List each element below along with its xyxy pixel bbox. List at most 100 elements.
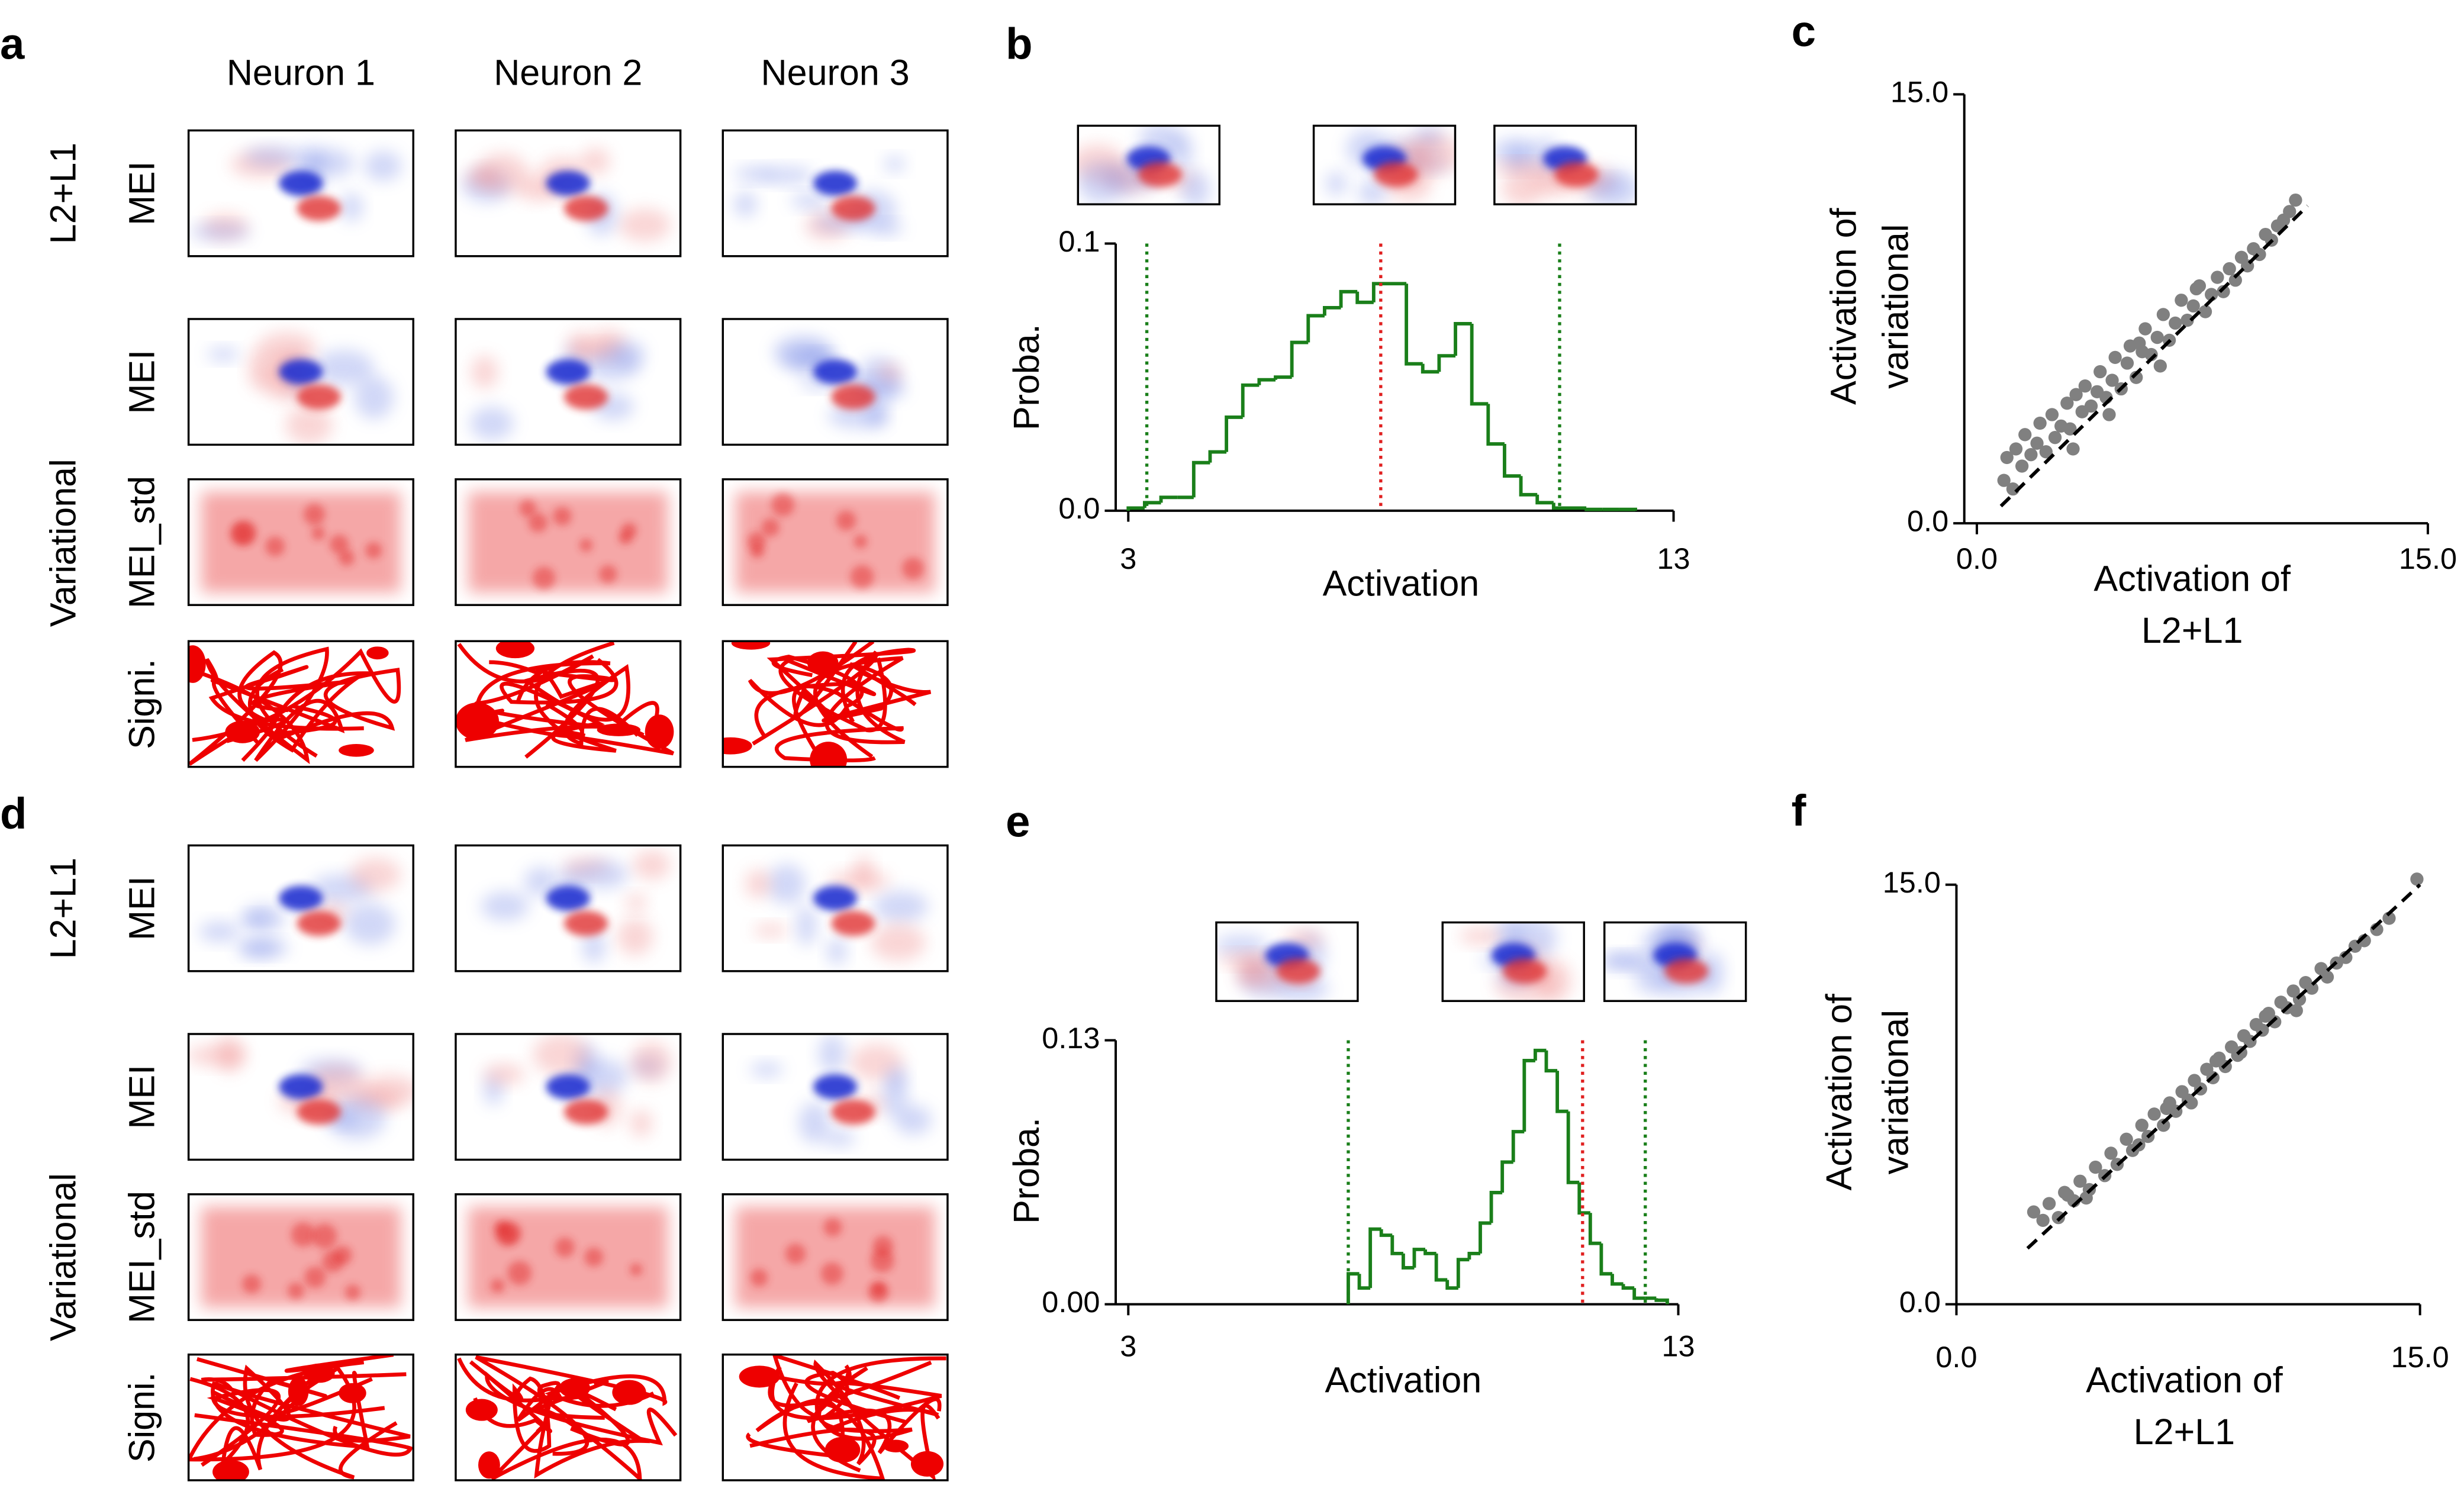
histogram-step	[1588, 1213, 1602, 1245]
image-frame	[187, 640, 414, 768]
std-fill	[201, 492, 401, 592]
histogram-step	[1555, 1071, 1568, 1113]
histogram-step	[1355, 291, 1374, 304]
blob	[1273, 975, 1329, 1001]
histogram-step	[1599, 1243, 1613, 1276]
std-spot	[303, 503, 326, 526]
std-fill	[735, 492, 935, 592]
blob	[1236, 957, 1267, 983]
blob	[1502, 958, 1547, 984]
blob	[759, 167, 814, 184]
histogram-step	[1437, 354, 1456, 372]
scatter-point	[2104, 1146, 2118, 1160]
blob	[1276, 958, 1320, 984]
image-cell	[455, 129, 682, 257]
x-tick-label: 13	[1657, 542, 1690, 575]
x-tick-label: 3	[1120, 542, 1136, 575]
blob	[1502, 169, 1544, 205]
scatter-point	[2305, 981, 2319, 995]
blob	[1494, 138, 1540, 163]
inset-image	[1441, 921, 1585, 1002]
scatter-point	[2135, 1119, 2149, 1132]
blob	[813, 1074, 858, 1100]
blob	[483, 1064, 525, 1085]
image-frame	[187, 129, 414, 257]
image-content	[1442, 922, 1584, 1001]
sig-region	[807, 651, 839, 675]
column-header: Neuron 2	[494, 53, 642, 93]
image-cell	[187, 129, 414, 257]
scatter-point	[2180, 313, 2194, 327]
histogram-step	[1368, 1227, 1381, 1288]
std-spot	[621, 522, 637, 539]
blob	[1494, 160, 1551, 173]
sig-contour	[473, 1371, 678, 1446]
blob	[582, 930, 605, 964]
image-content	[188, 130, 414, 256]
image-frame	[187, 478, 414, 606]
scatter-point	[2186, 299, 2200, 313]
image-content	[1494, 125, 1636, 205]
y-axis-label: Proba.	[1006, 1117, 1046, 1224]
scatter-point	[2069, 388, 2083, 401]
x-axis-label: L2+L1	[2141, 610, 2243, 650]
histogram-step	[1454, 322, 1472, 356]
blob	[734, 191, 757, 217]
scatter-point	[2045, 408, 2059, 421]
blob	[207, 347, 240, 361]
sig-region	[731, 641, 771, 650]
std-spot	[553, 507, 572, 526]
image-frame	[455, 1033, 682, 1161]
y-axis-label: Activation of	[1819, 993, 1859, 1191]
inset-image	[1603, 921, 1747, 1002]
histogram-step	[1274, 375, 1292, 380]
blob	[546, 1074, 590, 1100]
x-tick-label: 15.0	[2399, 542, 2457, 575]
blob	[831, 1099, 875, 1125]
sig-region	[188, 645, 206, 683]
blob	[364, 151, 402, 181]
scatter-point	[2150, 330, 2164, 344]
histogram-step	[1467, 1251, 1480, 1260]
image-cell	[187, 1033, 414, 1161]
scatter-point	[2382, 911, 2396, 925]
image-frame	[1215, 921, 1359, 1002]
y-tick-label: 0.13	[1042, 1021, 1100, 1055]
image-cell	[187, 844, 414, 972]
sig-region	[478, 1451, 500, 1479]
scatter-point	[2133, 336, 2146, 350]
blob	[524, 867, 558, 896]
blob	[581, 147, 610, 175]
scatter-point	[2259, 1009, 2272, 1023]
row-label: MEI_std	[121, 476, 162, 608]
histogram-step	[1405, 284, 1423, 366]
blob	[297, 384, 341, 410]
histogram-step	[1434, 1253, 1448, 1282]
sig-region	[212, 1460, 249, 1481]
histogram-step	[1339, 289, 1358, 308]
scatter-point	[2217, 285, 2230, 298]
scatter-point	[2160, 1101, 2173, 1115]
row-label: MEI	[121, 161, 162, 226]
x-axis-label: Activation	[1325, 1360, 1482, 1400]
sig-region	[339, 1383, 366, 1403]
sig-region	[288, 1377, 309, 1406]
scatter-point	[2061, 1188, 2075, 1202]
blob	[279, 359, 323, 385]
std-spot	[291, 1222, 315, 1247]
blob	[546, 170, 590, 196]
std-spot	[761, 518, 780, 537]
histogram-step	[1551, 502, 1570, 510]
scatter-point	[2036, 1213, 2050, 1228]
blob	[546, 885, 590, 911]
std-spot	[750, 1268, 768, 1287]
sig-contour	[752, 650, 906, 759]
image-frame	[187, 1193, 414, 1321]
scatter-point	[2060, 397, 2074, 410]
blob	[481, 891, 529, 921]
histogram-step	[1470, 323, 1489, 406]
blob	[567, 331, 594, 359]
group-label: L2+L1	[43, 858, 83, 959]
image-frame	[722, 640, 949, 768]
std-spot	[771, 493, 795, 517]
